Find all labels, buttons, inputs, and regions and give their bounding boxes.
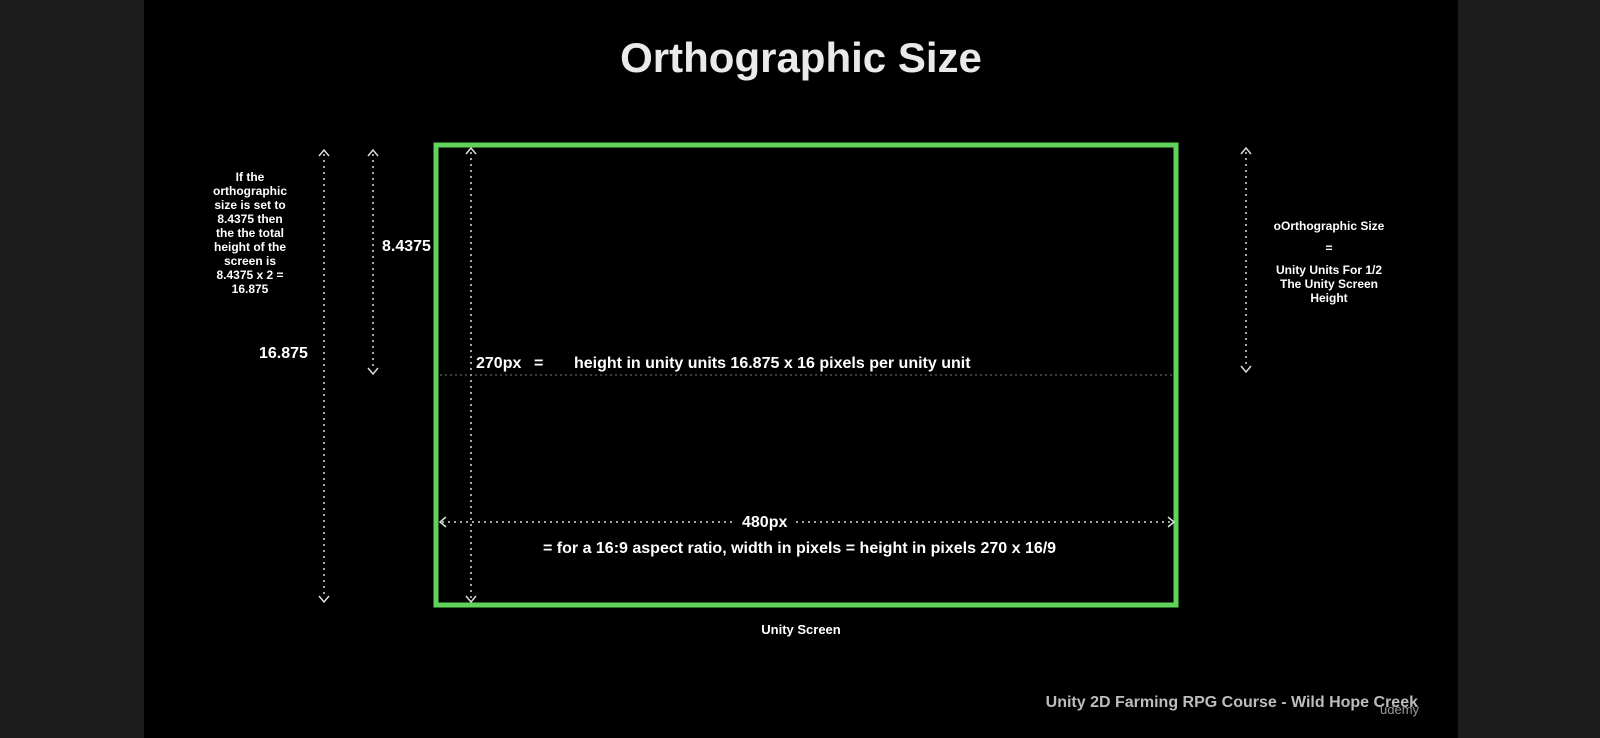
note-line: 16.875 [231, 282, 269, 296]
definition-line: Unity Units For 1/2 [1275, 263, 1382, 277]
note-line: the the total [216, 226, 284, 240]
right-half-height-arrow [1240, 146, 1252, 374]
width-px-label: 480px [736, 514, 794, 532]
width-arrow [438, 516, 1176, 528]
definition-equals: = [1325, 241, 1333, 255]
definition-line: Height [1310, 291, 1348, 305]
total-height-arrow [318, 148, 330, 604]
note-line: screen is [223, 254, 277, 268]
half-height-arrow [367, 148, 379, 376]
total-height-label: 16.875 [259, 345, 308, 362]
slide-title: Orthographic Size [620, 34, 982, 81]
height-description: height in unity units 16.875 x 16 pixels… [574, 355, 971, 372]
diagram-graphics [318, 142, 1252, 608]
width-description: = for a 16:9 aspect ratio, width in pixe… [543, 540, 1057, 557]
note-line: size is set to [214, 198, 286, 212]
unity-screen-rect [433, 142, 1179, 608]
note-line: height of the [214, 240, 286, 254]
udemy-watermark: udemy [1380, 702, 1420, 717]
right-definition-note: oOrthographic Size = Unity Units For 1/2… [1264, 219, 1394, 305]
slide: Orthographic Size [144, 0, 1458, 738]
note-line: 8.4375 then [217, 212, 283, 226]
half-height-label: 8.4375 [382, 238, 431, 255]
course-footer: Unity 2D Farming RPG Course - Wild Hope … [1045, 694, 1418, 711]
left-explanation-note: If the orthographic size is set to 8.437… [198, 170, 302, 296]
definition-line: The Unity Screen [1279, 277, 1379, 291]
height-equals: = [534, 355, 544, 372]
height-px-label: 270px [476, 355, 522, 372]
screen-caption: Unity Screen [761, 622, 841, 637]
note-line: 8.4375 x 2 = [216, 268, 284, 282]
note-line: orthographic [213, 184, 287, 198]
definition-line: oOrthographic Size [1273, 219, 1385, 233]
note-line: If the [235, 170, 265, 184]
